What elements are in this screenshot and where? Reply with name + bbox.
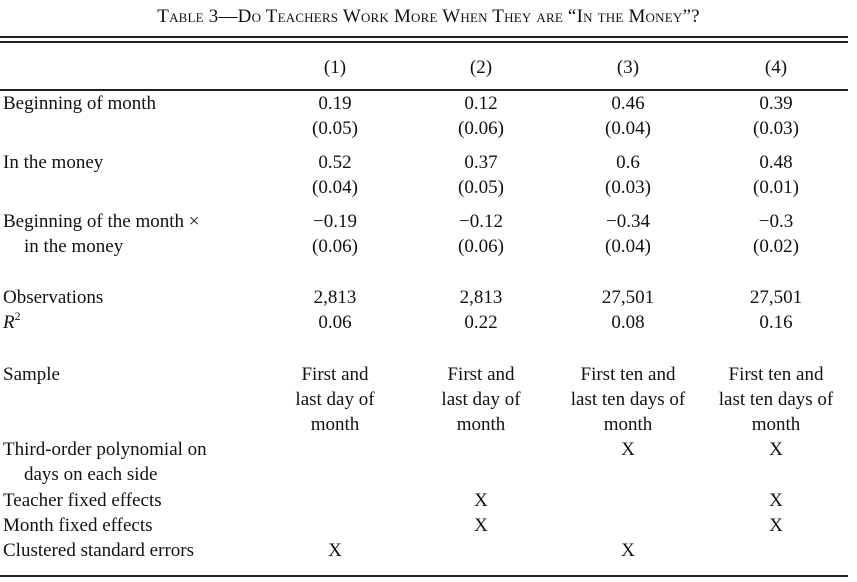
observations-cell: 27,501 xyxy=(749,287,803,308)
r-squared-cell: 0.16 xyxy=(759,312,793,333)
row-label-clustered-se: Clustered standard errors xyxy=(3,540,194,561)
se-cell: (0.05) xyxy=(312,118,358,139)
check-mark: X xyxy=(769,439,783,460)
row-label-teacher-fe: Teacher fixed effects xyxy=(3,490,162,511)
coef-cell: −0.34 xyxy=(606,211,650,232)
r-squared-symbol: R xyxy=(3,312,15,333)
sample-cell: last ten days of xyxy=(718,389,834,410)
sample-cell: last day of xyxy=(441,389,521,410)
se-cell: (0.06) xyxy=(458,118,504,139)
header-rule xyxy=(0,89,848,91)
r-squared-cell: 0.22 xyxy=(464,312,498,333)
top-rule-double xyxy=(0,41,848,43)
coef-cell: 0.6 xyxy=(616,152,640,173)
sample-cell: First ten and xyxy=(728,364,824,385)
coef-cell: 0.48 xyxy=(759,152,793,173)
se-cell: (0.06) xyxy=(312,236,358,257)
sample-cell: month xyxy=(456,414,506,435)
r-squared-cell: 0.06 xyxy=(318,312,352,333)
sample-cell: month xyxy=(603,414,653,435)
r-squared-superscript: 2 xyxy=(14,309,21,323)
se-cell: (0.03) xyxy=(605,177,651,198)
check-mark: X xyxy=(474,490,488,511)
row-label-polynomial: Third-order polynomial on xyxy=(3,439,207,460)
table-title: Table 3—Do Teachers Work More When They … xyxy=(157,6,700,27)
se-cell: (0.01) xyxy=(753,177,799,198)
se-cell: (0.04) xyxy=(605,118,651,139)
column-header-4: (4) xyxy=(764,57,788,78)
check-mark: X xyxy=(474,515,488,536)
coef-cell: 0.46 xyxy=(611,93,645,114)
column-header-1: (1) xyxy=(323,57,347,78)
coef-cell: 0.52 xyxy=(318,152,352,173)
row-label-interaction-line2: in the money xyxy=(24,236,124,257)
r-squared-cell: 0.08 xyxy=(611,312,645,333)
row-label-r-squared: R2 xyxy=(3,310,21,335)
check-mark: X xyxy=(769,490,783,511)
check-mark: X xyxy=(621,439,635,460)
se-cell: (0.05) xyxy=(458,177,504,198)
row-label-in-the-money: In the money xyxy=(3,152,104,173)
sample-cell: First and xyxy=(447,364,515,385)
top-rule xyxy=(0,36,848,38)
coef-cell: −0.3 xyxy=(758,211,794,232)
se-cell: (0.04) xyxy=(605,236,651,257)
sample-cell: month xyxy=(310,414,360,435)
row-label-sample: Sample xyxy=(3,364,60,385)
coef-cell: 0.39 xyxy=(759,93,793,114)
coef-cell: −0.19 xyxy=(313,211,357,232)
row-label-beginning-of-month: Beginning of month xyxy=(3,93,157,114)
row-label-month-fe: Month fixed effects xyxy=(3,515,153,536)
se-cell: (0.02) xyxy=(753,236,799,257)
column-header-3: (3) xyxy=(616,57,640,78)
se-cell: (0.04) xyxy=(312,177,358,198)
row-label-observations: Observations xyxy=(3,287,104,308)
sample-cell: First ten and xyxy=(580,364,676,385)
coef-cell: −0.12 xyxy=(459,211,503,232)
coef-cell: 0.12 xyxy=(464,93,498,114)
observations-cell: 2,813 xyxy=(459,287,503,308)
column-header-2: (2) xyxy=(469,57,493,78)
se-cell: (0.06) xyxy=(458,236,504,257)
sample-cell: First and xyxy=(301,364,369,385)
observations-cell: 2,813 xyxy=(313,287,357,308)
row-label-polynomial-line2: days on each side xyxy=(24,464,158,485)
check-mark: X xyxy=(621,540,635,561)
coef-cell: 0.19 xyxy=(318,93,352,114)
check-mark: X xyxy=(769,515,783,536)
row-label-interaction: Beginning of the month × xyxy=(3,211,200,232)
sample-cell: month xyxy=(751,414,801,435)
se-cell: (0.03) xyxy=(753,118,799,139)
check-mark: X xyxy=(328,540,342,561)
sample-cell: last day of xyxy=(295,389,375,410)
bottom-rule xyxy=(0,575,848,577)
observations-cell: 27,501 xyxy=(601,287,655,308)
coef-cell: 0.37 xyxy=(464,152,498,173)
sample-cell: last ten days of xyxy=(570,389,686,410)
